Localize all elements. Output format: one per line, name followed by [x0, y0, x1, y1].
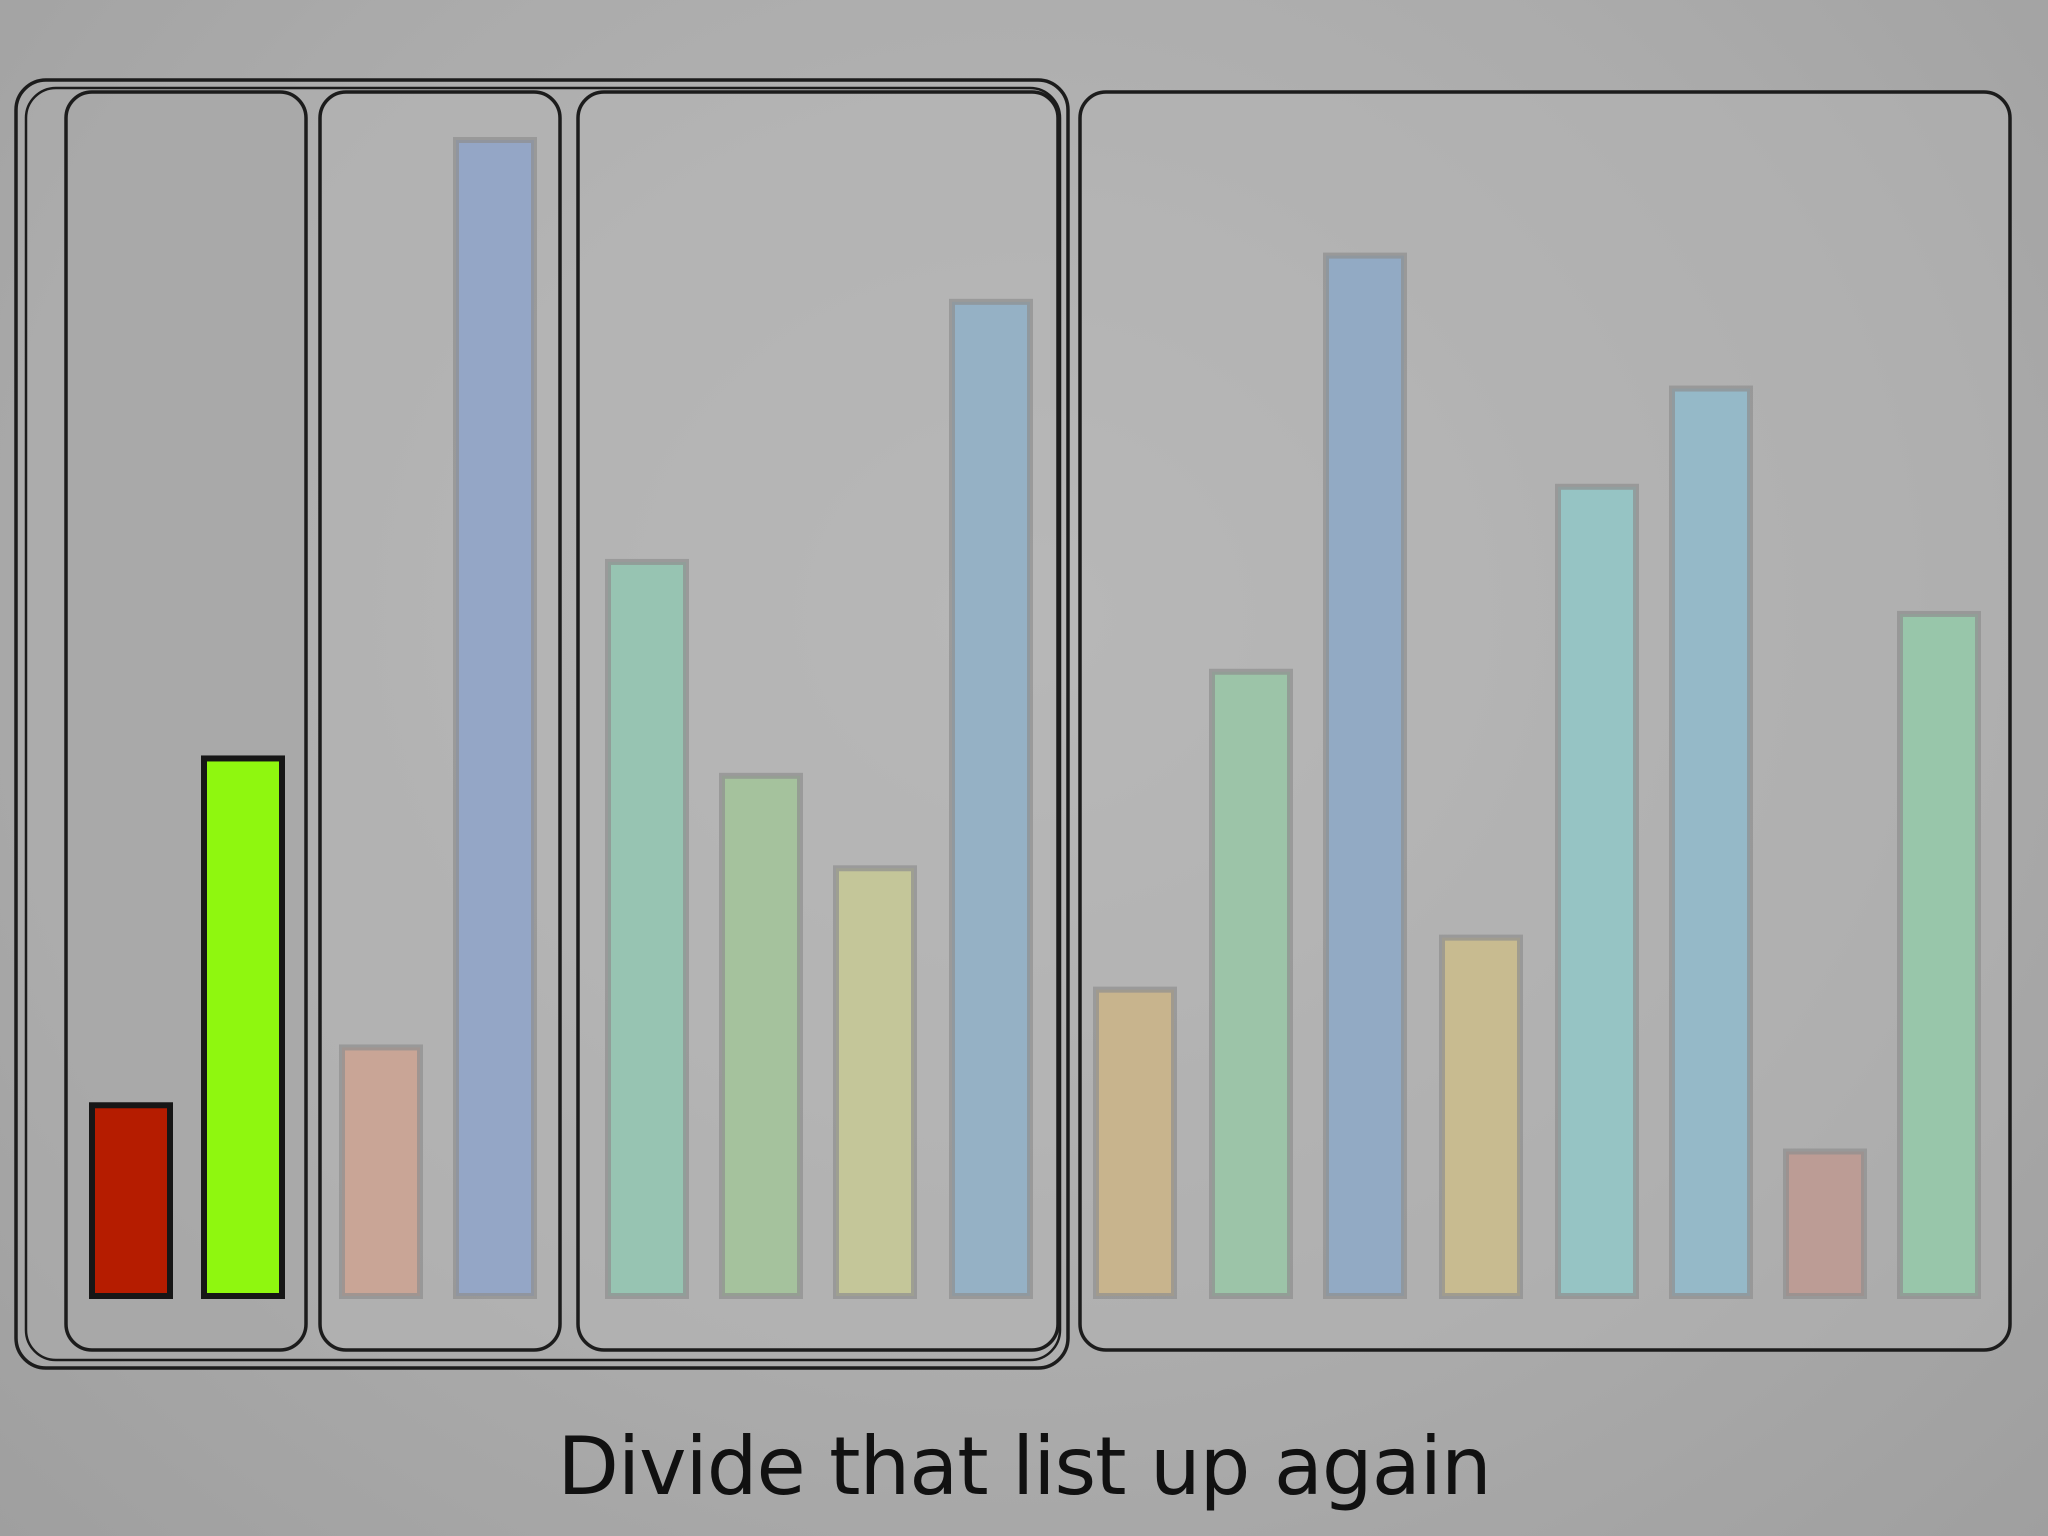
bar-16	[1897, 610, 1981, 1299]
bar-3	[339, 1044, 423, 1299]
bar-12	[1439, 934, 1523, 1299]
group-right	[1078, 90, 2012, 1352]
bar-11	[1323, 252, 1407, 1300]
bar-7	[833, 865, 917, 1300]
bar-5	[605, 558, 689, 1299]
bar-10	[1209, 668, 1293, 1299]
bar-4	[453, 137, 537, 1299]
caption: Divide that list up again	[557, 1420, 1491, 1513]
bar-14	[1669, 385, 1753, 1300]
bar-13	[1555, 483, 1639, 1299]
bar-1	[89, 1102, 173, 1300]
bar-2	[201, 755, 285, 1299]
bars	[89, 137, 1981, 1300]
bar-6	[719, 772, 803, 1299]
group-c	[576, 90, 1060, 1352]
group-outer-left-inner-edge	[24, 86, 1062, 1362]
bar-9	[1093, 986, 1177, 1299]
bar-8	[949, 298, 1033, 1299]
bar-15	[1783, 1148, 1867, 1299]
